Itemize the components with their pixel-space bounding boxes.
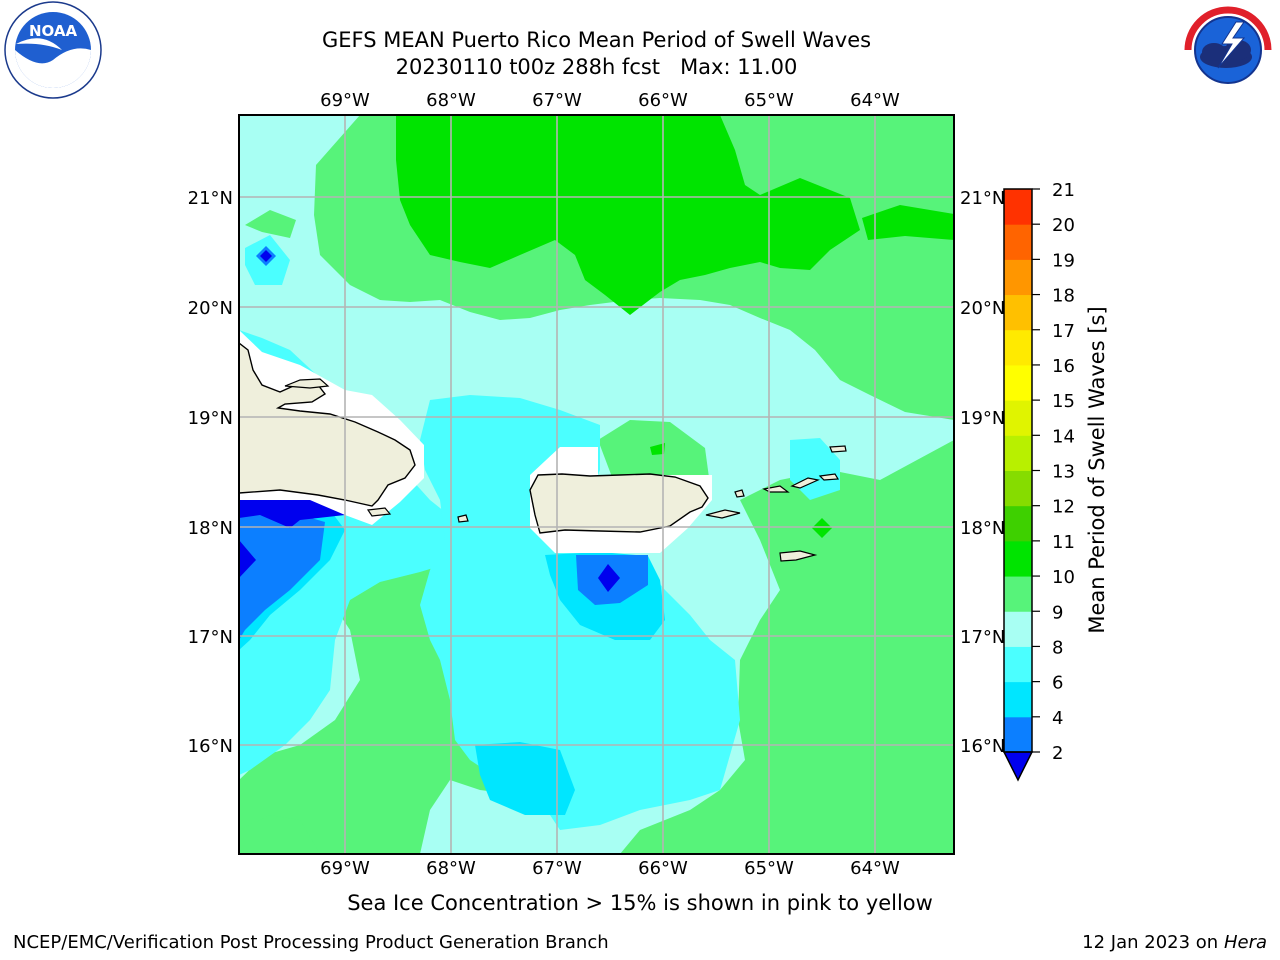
lon-label-top-65: 65°W (744, 90, 794, 111)
lat-label-left-19: 19°N (188, 408, 233, 429)
lat-label-right-21: 21°N (960, 188, 1005, 209)
colorbar-tick-label: 18 (1052, 286, 1075, 307)
land-virgin-gorda (818, 473, 840, 481)
level-below-2-center (598, 564, 620, 592)
colorbar-tick-label: 2 (1052, 743, 1063, 764)
lon-label-bottom-64: 64°W (850, 858, 900, 879)
colorbar-tick-label: 17 (1052, 321, 1075, 342)
footer-date: 12 Jan 2023 on Hera (1082, 932, 1267, 953)
level-9-10-sw-bottom (239, 815, 320, 854)
colorbar-tick-label: 9 (1052, 602, 1063, 623)
colorbar-tick-label: 11 (1052, 532, 1075, 553)
sea-ice-caption: Sea Ice Concentration > 15% is shown in … (347, 891, 933, 915)
colorbar-segment-10 (1004, 540, 1032, 577)
colorbar-tick-label: 19 (1052, 250, 1075, 271)
level-4-6-south (475, 742, 575, 815)
lon-label-top-64: 64°W (850, 90, 900, 111)
lon-label-bottom-66: 66°W (638, 858, 688, 879)
lat-label-right-19: 19°N (960, 408, 1005, 429)
lon-label-bottom-68: 68°W (426, 858, 476, 879)
colorbar-extend-arrow (1002, 751, 1034, 782)
colorbar-segment-14 (1004, 400, 1032, 436)
colorbar-segment-11 (1004, 505, 1032, 542)
colorbar-tick-label: 4 (1052, 708, 1063, 729)
lon-label-bottom-65: 65°W (744, 858, 794, 879)
level-10-11-e-speck (812, 518, 832, 538)
footer-date-text: 12 Jan 2023 on (1082, 932, 1224, 953)
lat-label-left-17: 17°N (188, 627, 233, 648)
land-anegada (829, 445, 847, 453)
level-10-11-north-b (862, 205, 954, 240)
lat-label-left-18: 18°N (188, 518, 233, 539)
colorbar-tick-label: 12 (1052, 497, 1075, 518)
colorbar-segment-18 (1004, 259, 1032, 296)
colorbar-tick-label: 14 (1052, 426, 1075, 447)
land-tortuga (284, 378, 330, 389)
colorbar-tick-label: 16 (1052, 356, 1075, 377)
colorbar-segments (1004, 189, 1032, 753)
level-9-10-nw (245, 210, 296, 238)
level-below-2-west-strip (239, 500, 345, 528)
lat-label-right-18: 18°N (960, 518, 1005, 539)
colorbar-tick-label: 10 (1052, 567, 1075, 588)
lat-label-right-17: 17°N (960, 627, 1005, 648)
colorbar-segment-17 (1004, 294, 1032, 331)
level-10-11-north-a (396, 115, 860, 315)
land-vieques (705, 509, 741, 519)
colorbar-segment-16 (1004, 329, 1032, 366)
colorbar-segment-4 (1004, 681, 1032, 718)
noaa-logo-icon: NOAA (4, 1, 102, 99)
colorbar-tick-label: 21 (1052, 180, 1075, 201)
level-below-2-nw (260, 250, 272, 262)
lon-label-top-66: 66°W (638, 90, 688, 111)
level-10-11-center-speck (650, 443, 665, 455)
colorbar-tick-label: 15 (1052, 391, 1075, 412)
colorbar-label: Mean Period of Swell Waves [s] (1085, 306, 1109, 634)
lon-label-top-67: 67°W (532, 90, 582, 111)
land-hispaniola (239, 342, 416, 507)
level-2-4-west (239, 510, 325, 640)
nws-logo-icon (1182, 4, 1274, 96)
map-title: GEFS MEAN Puerto Rico Mean Period of Swe… (321, 28, 872, 52)
footer-credit: NCEP/EMC/Verification Post Processing Pr… (13, 932, 609, 953)
lat-label-right-16: 16°N (960, 736, 1005, 757)
colorbar-tick-label: 13 (1052, 462, 1075, 483)
lat-label-right-20: 20°N (960, 298, 1005, 319)
colorbar-segment-20 (1004, 189, 1032, 225)
lat-label-left-16: 16°N (188, 736, 233, 757)
colorbar-tick-label: 20 (1052, 215, 1075, 236)
lon-label-bottom-69: 69°W (320, 858, 370, 879)
level-below-2-west-tip (239, 540, 256, 578)
colorbar-segment-8 (1004, 611, 1032, 647)
colorbar-segment-15 (1004, 364, 1032, 401)
lat-label-left-20: 20°N (188, 298, 233, 319)
colorbar-segment-19 (1004, 224, 1032, 260)
colorbar-segment-12 (1004, 470, 1032, 507)
map-frame (238, 114, 955, 855)
lat-label-left-21: 21°N (188, 188, 233, 209)
colorbar-tick-label: 8 (1052, 637, 1063, 658)
lon-label-top-68: 68°W (426, 90, 476, 111)
svg-text:NOAA: NOAA (29, 22, 78, 40)
map-subtitle: 20230110 t00z 288h fcst Max: 11.00 (395, 55, 798, 79)
land-st-thomas (762, 485, 790, 493)
land-tortola (790, 477, 820, 489)
map-grid (239, 115, 954, 854)
colorbar-segment-6 (1004, 646, 1032, 683)
colorbar-ticks: 2 4 6 8 9 10 11 12 13 14 15 16 17 18 19 20 21 (1032, 180, 1075, 764)
lon-label-top-69: 69°W (320, 90, 370, 111)
land-mona (457, 514, 469, 523)
colorbar-segment-13 (1004, 435, 1032, 471)
lon-label-bottom-67: 67°W (532, 858, 582, 879)
land-culebra (734, 489, 745, 498)
colorbar-segment-2 (1004, 716, 1032, 753)
level-9-10-lower-right (620, 440, 954, 854)
colorbar-tick-label: 6 (1052, 673, 1063, 694)
land-saona (366, 507, 392, 517)
land-st-croix (779, 550, 818, 562)
colorbar-segment-9 (1004, 576, 1032, 612)
footer-host: Hera (1223, 932, 1267, 953)
